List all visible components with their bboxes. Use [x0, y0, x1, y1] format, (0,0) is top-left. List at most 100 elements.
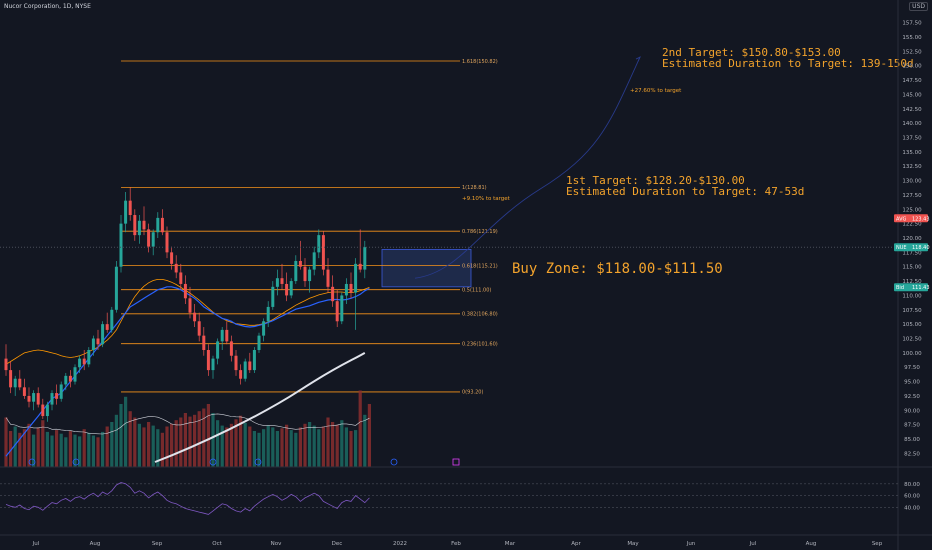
candle-body	[128, 200, 132, 216]
candle-body	[289, 281, 293, 296]
candle-body	[160, 217, 164, 233]
candle-body	[344, 283, 348, 296]
volume-bar	[87, 432, 91, 467]
volume-bar	[124, 396, 128, 467]
candle-body	[183, 283, 187, 299]
candle-body	[321, 235, 325, 270]
fib-level-label: 1.618(150.82)	[462, 59, 498, 65]
y-tick-label: 112.50	[902, 279, 922, 285]
y-tick-label: 110.00	[902, 293, 922, 299]
volume-bar	[344, 427, 348, 467]
earnings-marker	[452, 458, 460, 466]
volume-bar	[234, 419, 238, 467]
fib-level-label: 0.5(111.00)	[462, 287, 491, 293]
volume-bar	[55, 430, 59, 467]
volume-bar	[45, 431, 49, 467]
candle-body	[50, 393, 54, 405]
candle-body	[225, 329, 229, 342]
volume-bar	[321, 426, 325, 467]
annotations-layer: Buy Zone: $118.00-$111.50 1st Target: $12…	[28, 46, 914, 466]
sma-orange-line	[5, 279, 370, 365]
currency-badge[interactable]: USD	[909, 2, 928, 11]
rsi-tick-label: 40.00	[904, 505, 920, 511]
candle-body	[349, 283, 353, 293]
y-tick-label: 87.50	[904, 423, 920, 429]
y-tick-label: 155.00	[902, 35, 922, 41]
volume-bar	[68, 431, 72, 467]
price-badge-value: 123.43	[912, 216, 930, 222]
event-marker	[209, 458, 217, 466]
candle-body	[114, 266, 118, 310]
projection-curve	[414, 56, 641, 279]
y-tick-label: 107.50	[902, 308, 922, 314]
candle-body	[36, 393, 40, 405]
candle-body	[59, 384, 63, 399]
price-badge-name: NUE	[896, 245, 907, 251]
volume-bar	[4, 417, 8, 467]
x-tick-label: 2022	[393, 541, 407, 547]
rsi-line	[5, 482, 370, 515]
candle-body	[308, 269, 312, 282]
candle-body	[188, 298, 192, 313]
x-tick-label: Jun	[686, 541, 696, 547]
y-tick-label: 132.50	[902, 164, 922, 170]
candle-body	[4, 358, 8, 371]
candle-body	[266, 306, 270, 322]
volume-bar	[41, 420, 45, 467]
volume-bar	[82, 429, 86, 467]
target2-duration-label: Estimated Duration to Target: 139-150d	[662, 57, 914, 70]
volume-bar	[22, 429, 26, 467]
volume-bar	[206, 404, 210, 467]
volume-bar	[165, 426, 169, 467]
y-tick-label: 105.00	[902, 322, 922, 328]
volume-bar	[18, 432, 22, 467]
volume-bar	[151, 425, 155, 467]
y-tick-label: 127.50	[902, 193, 922, 199]
volume-bar	[257, 432, 261, 467]
candle-body	[239, 370, 243, 379]
x-tick-label: Dec	[332, 541, 343, 547]
volume-bar	[252, 431, 256, 467]
volume-bar	[262, 429, 266, 467]
x-tick-label: Aug	[90, 541, 101, 547]
volume-bar	[13, 426, 17, 467]
volume-bar	[211, 413, 215, 467]
candle-body	[326, 269, 330, 287]
volume-bar	[197, 411, 201, 467]
volume-bar	[248, 426, 252, 467]
candle-body	[317, 235, 321, 253]
target1-label: 1st Target: $128.20-$130.00	[566, 174, 745, 187]
y-tick-label: 95.00	[904, 380, 920, 386]
candle-body	[216, 341, 220, 359]
candle-body	[45, 404, 49, 417]
y-tick-label: 90.00	[904, 408, 920, 414]
volume-bar	[73, 434, 77, 467]
volume-bar	[101, 431, 105, 467]
price-badge-name: Bid	[896, 285, 904, 291]
candle-body	[91, 338, 95, 350]
y-tick-label: 97.50	[904, 365, 920, 371]
volume-bar	[202, 408, 206, 467]
x-tick-label: Sep	[872, 541, 883, 547]
volume-bar	[193, 414, 197, 467]
volume-bar	[349, 431, 353, 467]
volume-bar	[363, 414, 367, 467]
x-tick-label: May	[627, 541, 639, 547]
volume-bar	[32, 434, 36, 467]
volume-bar	[331, 422, 335, 467]
fib-level-label: 0.382(106.80)	[462, 312, 498, 318]
volume-bar	[275, 431, 279, 467]
candle-body	[78, 358, 82, 368]
x-axis[interactable]: Jul Aug Sep Oct Nov Dec 2022 Feb Mar Apr May Jun Jul…	[32, 541, 883, 547]
candle-body	[179, 272, 183, 284]
volume-bar	[9, 431, 13, 467]
price-badge-bg	[894, 214, 928, 223]
candle-body	[27, 395, 31, 402]
candle-body	[105, 324, 109, 330]
volume-bar	[156, 429, 160, 467]
y-tick-label: 142.50	[902, 107, 922, 113]
volume-bar	[147, 422, 151, 467]
volume-bar	[183, 413, 187, 467]
